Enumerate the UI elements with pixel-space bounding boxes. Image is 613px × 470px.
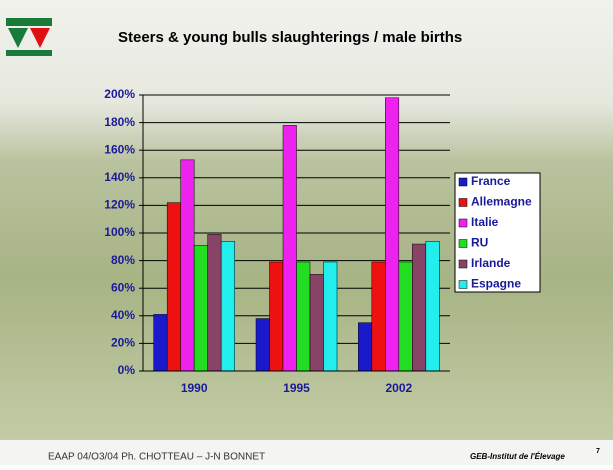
bar xyxy=(269,261,284,372)
y-tick-label: 0% xyxy=(118,363,136,377)
legend-box xyxy=(454,172,541,293)
bar xyxy=(425,241,440,372)
bar xyxy=(371,261,386,372)
y-tick-label: 20% xyxy=(111,336,135,350)
y-tick-label: 200% xyxy=(104,87,135,101)
legend-label: France xyxy=(471,174,511,188)
bar xyxy=(412,243,427,372)
y-tick-label: 120% xyxy=(104,198,135,212)
bar xyxy=(385,97,400,372)
bar xyxy=(153,314,168,372)
x-tick-label: 1990 xyxy=(181,381,208,395)
legend-swatch xyxy=(458,280,468,289)
bar xyxy=(296,261,311,372)
legend-swatch xyxy=(458,239,468,248)
y-tick-label: 100% xyxy=(104,225,135,239)
bar xyxy=(309,274,324,372)
y-tick-label: 160% xyxy=(104,142,135,156)
y-tick-label: 180% xyxy=(104,115,135,129)
y-tick-label: 40% xyxy=(111,308,135,322)
x-tick-label: 2002 xyxy=(385,381,412,395)
legend-label: Espagne xyxy=(471,277,521,291)
legend-label: Allemagne xyxy=(471,195,532,209)
page-number: 7 xyxy=(596,448,600,455)
bar xyxy=(282,125,297,372)
y-tick-label: 60% xyxy=(111,280,135,294)
bar xyxy=(207,234,222,372)
bar xyxy=(180,159,195,372)
legend-swatch xyxy=(458,259,468,269)
footer-right: GEB-Institut de l'Élevage xyxy=(470,452,565,461)
y-tick-label: 80% xyxy=(111,253,135,267)
bar xyxy=(193,245,208,372)
bar xyxy=(255,318,270,372)
bar xyxy=(166,202,181,372)
legend-swatch xyxy=(458,198,468,207)
bar xyxy=(323,261,338,372)
bar xyxy=(220,241,235,372)
chart-title: Steers & young bulls slaughterings / mal… xyxy=(118,29,462,46)
legend-label: Irlande xyxy=(471,256,511,270)
bar xyxy=(398,261,413,372)
legend-label: RU xyxy=(471,236,488,250)
legend-swatch xyxy=(458,218,468,228)
y-tick-label: 140% xyxy=(104,170,135,184)
x-tick-label: 1995 xyxy=(283,381,310,395)
footer-band xyxy=(0,440,613,465)
legend-label: Italie xyxy=(471,215,499,229)
footer-left: EAAP 04/O3/04 Ph. CHOTTEAU – J-N BONNET xyxy=(48,452,265,463)
logo xyxy=(6,18,52,56)
legend-swatch xyxy=(458,177,468,187)
bar xyxy=(358,322,373,372)
